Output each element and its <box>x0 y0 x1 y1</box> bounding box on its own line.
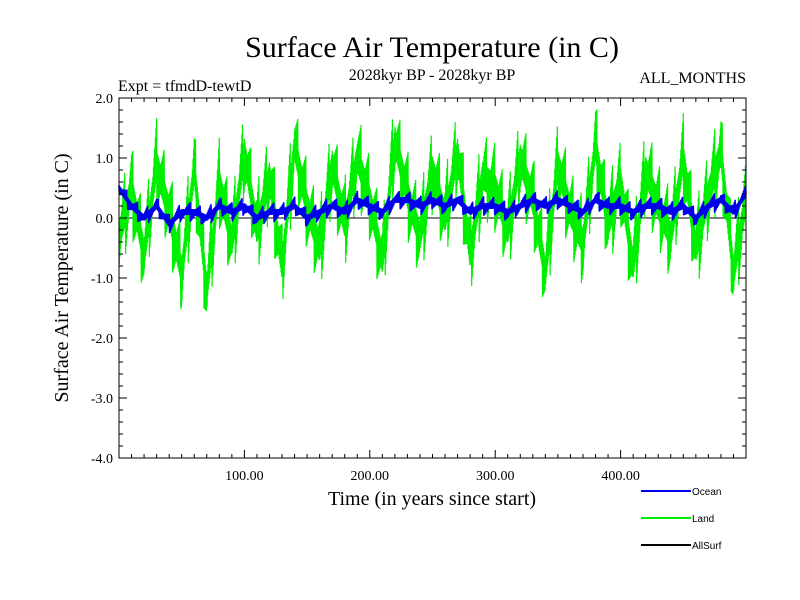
legend-label-allsurf: AllSurf <box>692 541 722 552</box>
legend: Ocean Land AllSurf <box>641 487 722 552</box>
plot-area <box>118 109 747 312</box>
months-label: ALL_MONTHS <box>639 70 746 87</box>
y-tick-label: -4.0 <box>91 452 113 467</box>
legend-label-land: Land <box>692 514 714 525</box>
series-ocean-line <box>118 185 747 234</box>
x-tick-label: 300.00 <box>476 469 515 484</box>
y-tick-label: 0.0 <box>96 212 114 227</box>
chart-title: Surface Air Temperature (in C) <box>245 31 619 64</box>
experiment-label: Expt = tfmdD-tewtD <box>118 78 251 95</box>
x-tick-label: 100.00 <box>225 469 264 484</box>
legend-label-ocean: Ocean <box>692 487 721 498</box>
x-axis: 100.00 200.00 300.00 400.00 <box>118 98 747 484</box>
y-tick-label: 2.0 <box>96 92 114 107</box>
x-tick-label: 200.00 <box>351 469 390 484</box>
y-axis: -4.0 -3.0 -2.0 -1.0 0.0 1.0 2.0 <box>91 92 746 467</box>
y-tick-label: 1.0 <box>96 152 114 167</box>
y-tick-label: -2.0 <box>91 332 113 347</box>
y-tick-label: -1.0 <box>91 272 113 287</box>
y-axis-label: Surface Air Temperature (in C) <box>51 153 73 402</box>
y-tick-label: -3.0 <box>91 392 113 407</box>
x-tick-label: 400.00 <box>601 469 640 484</box>
chart-subtitle: 2028kyr BP - 2028kyr BP <box>349 67 516 84</box>
x-axis-label: Time (in years since start) <box>328 488 536 510</box>
